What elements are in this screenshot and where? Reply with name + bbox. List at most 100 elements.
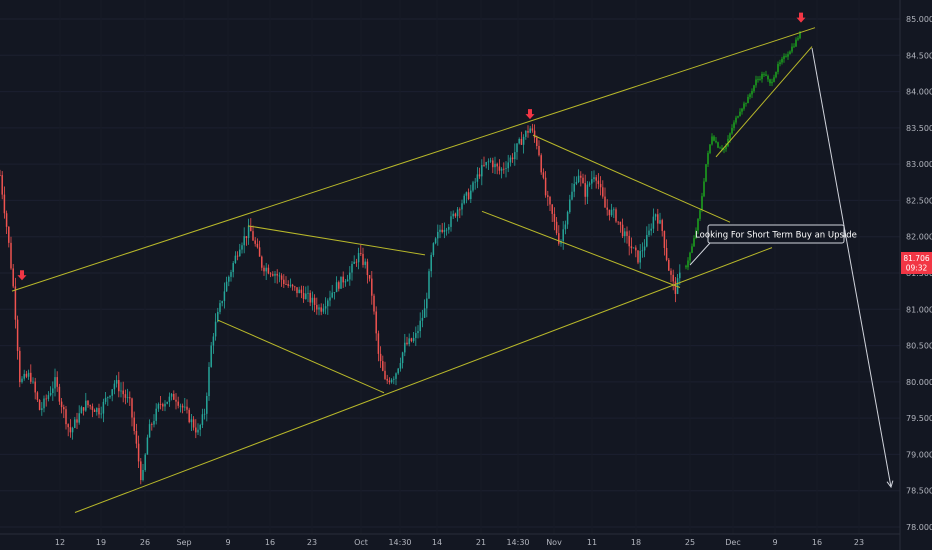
candle [739,108,741,117]
candle [1,171,3,200]
trendlines[interactable] [11,27,816,513]
candle [85,392,87,412]
candle [404,333,406,357]
candle [254,237,256,247]
candle-body [250,226,252,232]
candle-body [217,311,219,322]
candle [274,271,276,284]
candle-body [278,275,281,277]
candle [278,272,281,283]
candle [49,386,52,397]
forecast-arrow-line[interactable] [811,47,892,488]
candle-body [109,395,111,398]
candle-body [478,174,481,177]
candle-body [628,235,630,247]
candle-body [65,409,67,425]
candle [324,297,327,315]
candle-body [311,297,314,303]
candle [140,458,142,485]
candle-body [531,128,534,131]
candle-body [456,209,459,217]
time-axis[interactable]: 12 19 26 Sep 9 16 23 Oct 14:30 14 21 14:30 Nov 11 18 25… [55,538,864,547]
candle [63,404,65,418]
candle-body [155,408,157,421]
candle [243,227,245,254]
candle [562,221,564,250]
annotation-text: Looking For Short Term Buy an Upside [695,230,857,240]
candle-body [364,261,366,265]
candle [19,347,21,388]
candle-body [179,405,182,407]
candle [305,286,307,300]
annotation-callout[interactable]: Looking For Short Term Buy an Upside [689,224,857,266]
candle-body [437,231,439,239]
flag-2-top-line[interactable] [532,134,731,223]
candle-body [96,408,98,412]
candle-body [0,175,1,176]
candle-body [715,140,717,143]
candle [217,307,219,323]
flag-2-bottom-line[interactable] [481,210,681,288]
candle-body [765,74,767,76]
candle [737,115,739,119]
candle [69,419,72,438]
candle [27,369,30,380]
candle [210,341,212,368]
candle [741,107,743,115]
candle [624,228,626,243]
candle [461,199,463,216]
candle-body [606,207,608,210]
candle [687,257,689,271]
candle [199,423,201,437]
candle [122,381,124,403]
candle-body [126,397,129,399]
candle [52,381,54,401]
candle [693,235,695,247]
candle [38,399,41,411]
candle [536,135,538,150]
candle-body [80,407,83,414]
x-tick-label: 16 [265,538,275,547]
candle-body [659,220,661,224]
candle [595,174,597,189]
rising-wedge-line[interactable] [715,46,813,158]
candle-body [373,295,375,312]
candle-body [74,419,76,428]
candle-body [767,75,769,80]
candle-body [604,196,606,208]
candle [58,383,61,405]
candle-body [787,54,789,57]
candle [333,291,336,300]
candle-body [624,231,626,237]
candle [344,279,347,287]
flag-1-top-line[interactable] [247,225,426,256]
candle [311,291,314,311]
candle-body [379,353,382,362]
candle [78,405,80,425]
candle-body [701,196,703,211]
candle [45,394,47,407]
candle-body [129,397,131,399]
candle [569,194,571,214]
candle-body [393,378,395,380]
candle-body [454,213,457,217]
candle-body [252,231,254,241]
forecast-arrow[interactable] [811,47,894,489]
candle [113,380,116,395]
channel-bottom-line[interactable] [74,247,773,513]
candle [533,124,536,143]
candle [465,191,468,204]
candle [646,226,648,248]
candle-body [533,130,536,138]
candle [353,255,355,265]
candle-body [256,243,259,248]
candle-body [32,381,34,383]
channel-top-line[interactable] [11,27,816,292]
candle-body [135,431,138,444]
candle-body [573,183,575,192]
candle-body [741,108,743,112]
candle [232,261,234,278]
flag-1-bottom-line[interactable] [217,319,385,394]
countdown-label: 09:32 [906,264,928,273]
